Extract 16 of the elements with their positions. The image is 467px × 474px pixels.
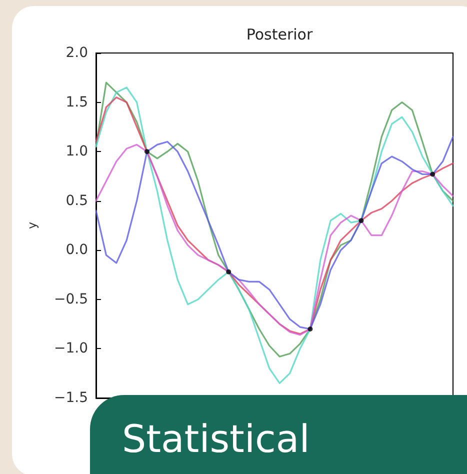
- point: [308, 326, 313, 332]
- point: [226, 269, 232, 274]
- y-tick-label: −1.0: [54, 340, 88, 357]
- y-tick-label: 2.0: [66, 45, 88, 61]
- point: [358, 218, 364, 224]
- caption-panel: Statistical: [90, 395, 467, 474]
- y-tick-label: 1.5: [66, 94, 88, 110]
- y-tick-label: −1.5: [54, 390, 88, 406]
- y-tick-label: 1.0: [66, 144, 88, 160]
- point: [430, 172, 436, 177]
- chart-title: Posterior: [246, 26, 314, 44]
- y-tick-label: 0.5: [66, 192, 88, 209]
- point: [144, 149, 150, 154]
- y-tick-label: −0.5: [54, 291, 88, 308]
- y-tick-label: 0.0: [66, 242, 88, 258]
- y-axis-title: y: [25, 222, 39, 230]
